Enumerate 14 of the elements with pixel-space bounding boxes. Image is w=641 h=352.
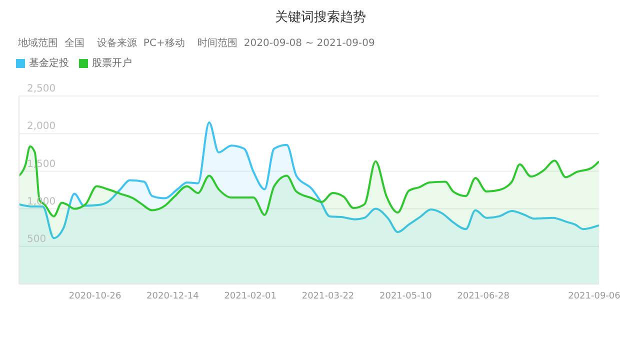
y-tick-label: 500	[27, 234, 46, 245]
x-tick-label: 2021-02-01	[224, 291, 277, 302]
x-tick-label: 2021-09-06	[568, 291, 621, 302]
chart-title: 关键词搜索趋势	[274, 9, 367, 27]
x-tick-label: 2020-10-26	[68, 291, 122, 302]
y-tick-label: 2,500	[27, 84, 56, 95]
x-tick-label: 2021-03-22	[302, 291, 354, 302]
legend-label: 基金定投	[29, 58, 69, 69]
x-tick-label: 2021-06-28	[457, 291, 510, 302]
y-tick-label: 2,000	[27, 121, 56, 132]
x-tick-label: 2021-05-10	[380, 291, 432, 302]
chart-subtitle: 地域范围 全国 设备来源 PC+移动 时间范围 2020-09-08 ~ 2021-09-09	[18, 36, 376, 51]
legend-label: 股票开户	[92, 58, 132, 69]
x-tick-label: 2020-12-14	[146, 291, 200, 302]
